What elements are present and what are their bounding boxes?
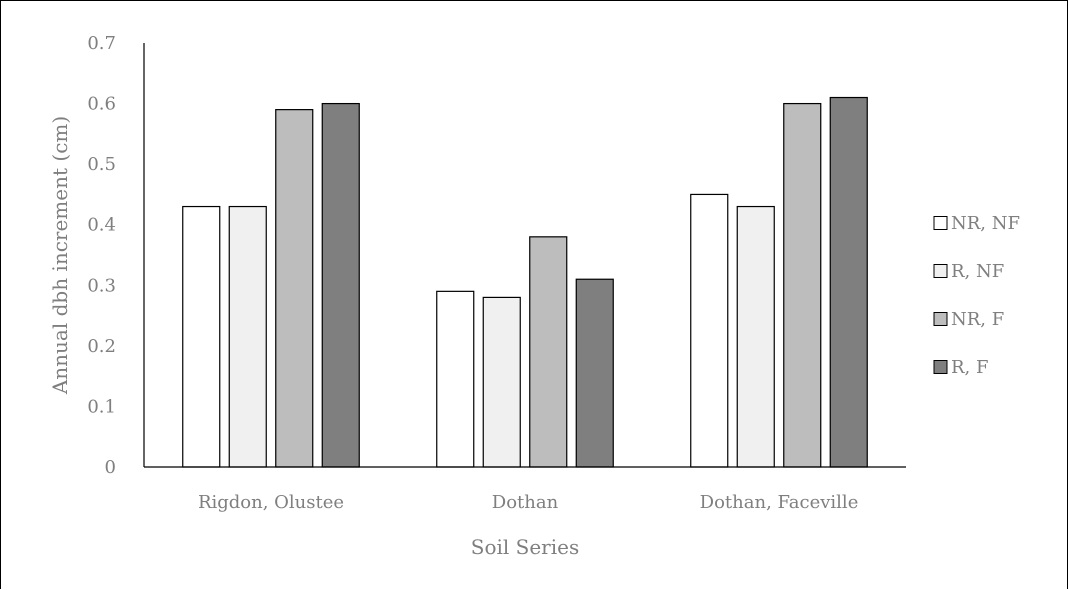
bar: [275, 109, 314, 468]
legend-label: NR, NF: [951, 213, 1020, 234]
y-tick-label: 0.1: [87, 396, 116, 417]
y-tick-label: 0.6: [87, 94, 116, 115]
bar: [736, 205, 775, 468]
legend-swatch: [933, 360, 948, 374]
x-tick-label: Dothan: [492, 492, 559, 513]
legend-swatch: [933, 312, 948, 326]
bar: [529, 236, 568, 468]
bar: [690, 193, 729, 468]
legend-label: R, F: [951, 357, 989, 378]
x-axis-ticks: Rigdon, Olustee Dothan Dothan, Faceville: [198, 492, 858, 513]
bar: [182, 205, 221, 468]
y-tick-label: 0.4: [87, 215, 116, 236]
y-tick-label: 0.3: [87, 275, 116, 296]
x-tick-label: Rigdon, Olustee: [198, 492, 344, 513]
bar: [575, 278, 614, 468]
legend-label: R, NF: [951, 261, 1004, 282]
bars: [182, 96, 868, 468]
y-tick-label: 0: [105, 457, 116, 478]
legend-swatch: [933, 264, 948, 278]
bar: [228, 205, 267, 468]
bar: [436, 290, 475, 468]
bar: [482, 296, 521, 468]
bar: [783, 102, 822, 468]
x-axis-label: Soil Series: [471, 535, 580, 559]
legend: NR, NF R, NF NR, F R, F: [933, 213, 1020, 378]
bar: [829, 96, 868, 468]
x-tick-label: Dothan, Faceville: [700, 492, 859, 513]
bar: [321, 102, 360, 468]
y-axis-label: Annual dbh increment (cm): [48, 116, 72, 395]
y-tick-label: 0.7: [87, 33, 116, 54]
y-tick-label: 0.2: [87, 336, 116, 357]
y-axis-ticks: 0 0.1 0.2 0.3 0.4 0.5 0.6 0.7: [87, 33, 116, 478]
legend-swatch: [933, 216, 948, 230]
y-tick-label: 0.5: [87, 154, 116, 175]
legend-label: NR, F: [951, 309, 1004, 330]
